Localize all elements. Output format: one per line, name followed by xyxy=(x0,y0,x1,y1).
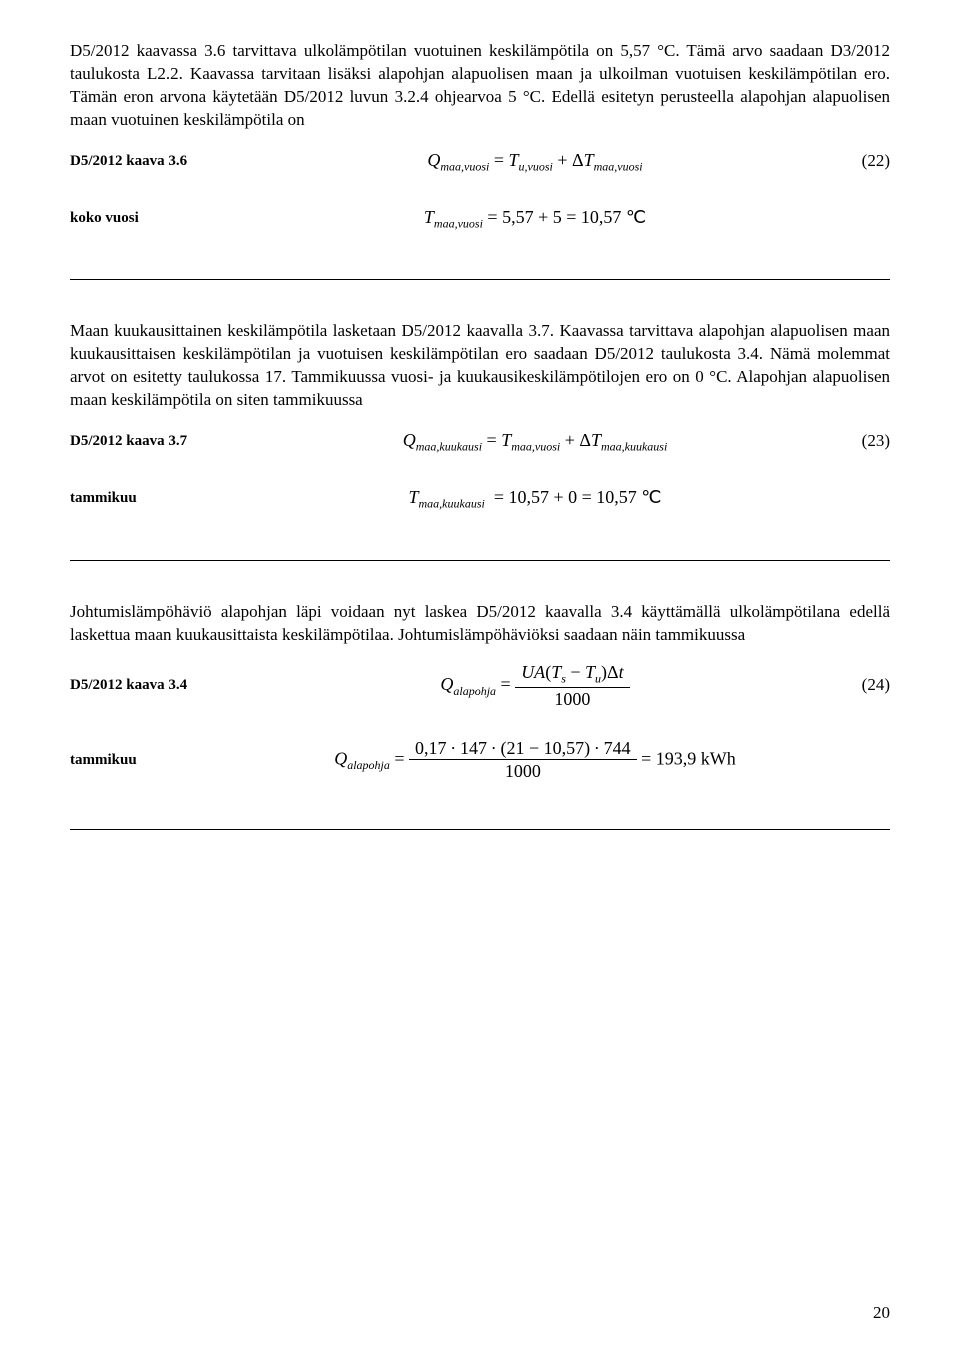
eq-24-value-row: tammikuu Qalapohja = 0,17 ∙ 147 ∙ (21 − … xyxy=(70,739,890,782)
eq-22-row: D5/2012 kaava 3.6 Qmaa,vuosi = Tu,vuosi … xyxy=(70,148,890,175)
eq-22-number: (22) xyxy=(840,150,890,173)
eq-22-value-expr: Tmaa,vuosi = 5,57 + 5 = 10,57 ℃ xyxy=(230,205,840,232)
eq-23-number: (23) xyxy=(840,430,890,453)
page-number: 20 xyxy=(873,1302,890,1325)
eq-24-value-label: tammikuu xyxy=(70,750,230,770)
eq-23-row: D5/2012 kaava 3.7 Qmaa,kuukausi = Tmaa,v… xyxy=(70,428,890,455)
eq-24-expr: Qalapohja = UA(Ts − Tu)Δt1000 xyxy=(230,663,840,709)
eq-23-value-label: tammikuu xyxy=(70,488,230,508)
eq-24-value-expr: Qalapohja = 0,17 ∙ 147 ∙ (21 − 10,57) ∙ … xyxy=(230,739,840,782)
eq-23-expr: Qmaa,kuukausi = Tmaa,vuosi + ΔTmaa,kuuka… xyxy=(230,428,840,455)
eq-24-label: D5/2012 kaava 3.4 xyxy=(70,675,230,695)
eq-23-label: D5/2012 kaava 3.7 xyxy=(70,431,230,451)
eq-22-value-row: koko vuosi Tmaa,vuosi = 5,57 + 5 = 10,57… xyxy=(70,205,890,232)
paragraph-3: Johtumislämpöhäviö alapohjan läpi voidaa… xyxy=(70,601,890,647)
eq-23-value-row: tammikuu Tmaa,kuukausi = 10,57 + 0 = 10,… xyxy=(70,485,890,512)
eq-22-expr: Qmaa,vuosi = Tu,vuosi + ΔTmaa,vuosi xyxy=(230,148,840,175)
page: D5/2012 kaavassa 3.6 tarvittava ulkolämp… xyxy=(0,0,960,1353)
equation-block-1: D5/2012 kaava 3.6 Qmaa,vuosi = Tu,vuosi … xyxy=(70,148,890,281)
paragraph-1: D5/2012 kaavassa 3.6 tarvittava ulkolämp… xyxy=(70,40,890,132)
eq-22-label: D5/2012 kaava 3.6 xyxy=(70,151,230,171)
equation-block-2: D5/2012 kaava 3.7 Qmaa,kuukausi = Tmaa,v… xyxy=(70,428,890,561)
eq-23-value-expr: Tmaa,kuukausi = 10,57 + 0 = 10,57 ℃ xyxy=(230,485,840,512)
equation-block-3: D5/2012 kaava 3.4 Qalapohja = UA(Ts − Tu… xyxy=(70,663,890,831)
eq-22-value-label: koko vuosi xyxy=(70,208,230,228)
eq-24-row: D5/2012 kaava 3.4 Qalapohja = UA(Ts − Tu… xyxy=(70,663,890,709)
spacer xyxy=(70,575,890,601)
paragraph-2: Maan kuukausittainen keskilämpötila lask… xyxy=(70,320,890,412)
eq-24-number: (24) xyxy=(840,674,890,697)
spacer xyxy=(70,294,890,320)
